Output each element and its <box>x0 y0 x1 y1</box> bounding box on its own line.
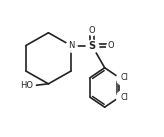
Text: Cl: Cl <box>120 73 128 82</box>
Text: HO: HO <box>20 81 33 90</box>
Text: O: O <box>108 41 115 50</box>
Text: O: O <box>89 26 95 35</box>
Text: N: N <box>68 41 74 50</box>
Text: Cl: Cl <box>120 93 128 102</box>
Text: S: S <box>88 41 95 51</box>
